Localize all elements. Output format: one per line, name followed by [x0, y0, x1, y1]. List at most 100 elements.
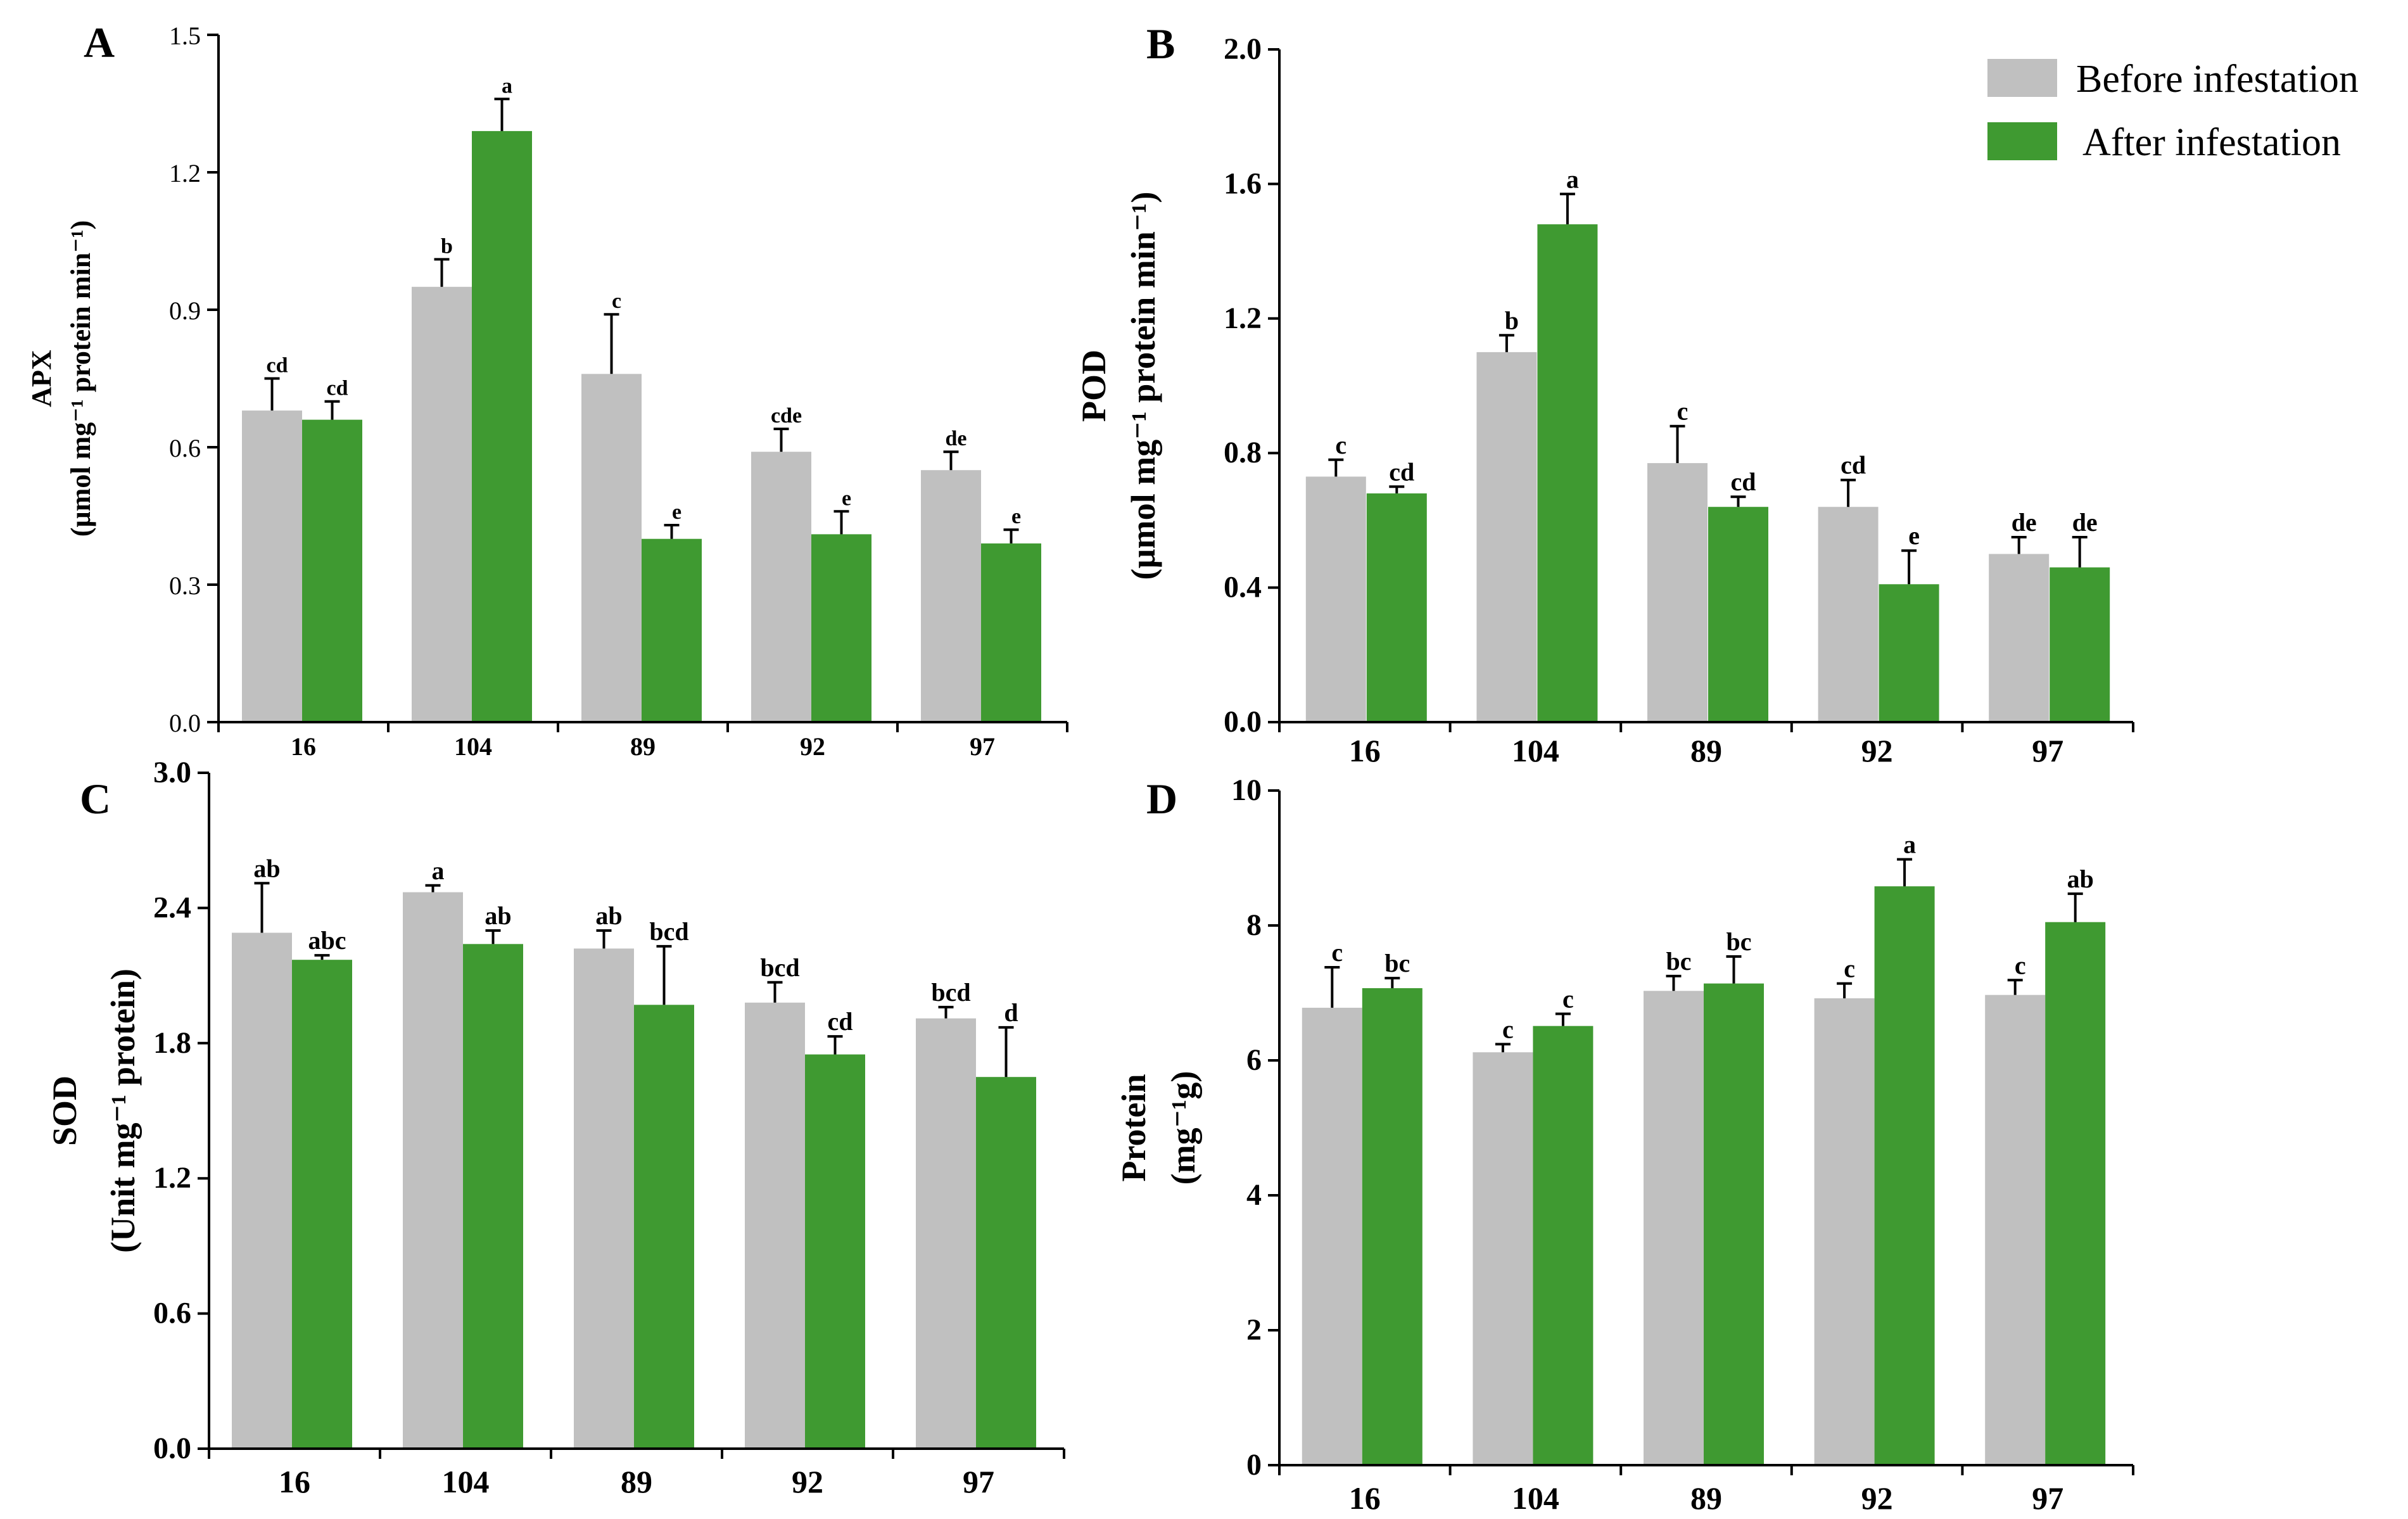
panel-a-sig-after-104: a: [502, 74, 512, 98]
panel-b-sig-before-92: cd: [1841, 451, 1866, 480]
panel-b-category-label: 89: [1690, 733, 1722, 768]
panel-b-category-label: 97: [2032, 733, 2063, 768]
panel-b-sig-after-97: de: [2072, 508, 2098, 537]
panel-a-ylabel-line-1: APX: [26, 350, 57, 407]
panel-a-bar-after-92: [811, 534, 871, 722]
panel-b-ylabel-line-1: POD: [1075, 350, 1113, 422]
panel-d-sig-after-97: ab: [2067, 865, 2094, 893]
panel-letter-a: A: [84, 18, 115, 67]
legend-label-after: After infestation: [2082, 121, 2341, 164]
panel-c-bar-before-16: [232, 932, 292, 1449]
panel-c-bar-after-16: [292, 960, 352, 1449]
panel-b-category-label: 16: [1349, 733, 1381, 768]
panel-a-category-label: 92: [800, 732, 825, 761]
panel-c-sig-after-97: d: [1004, 998, 1018, 1027]
panel-b-ytick-label: 0.4: [1224, 571, 1262, 604]
panel-letter-b: B: [1146, 20, 1175, 68]
legend: Before infestation After infestation: [1987, 58, 2359, 164]
panel-d-bar-after-104: [1533, 1026, 1594, 1465]
panel-c-sig-after-92: cd: [828, 1007, 853, 1036]
panel-c-bar-after-104: [463, 944, 523, 1449]
panel-c-ylabel: SOD (Unit mg⁻¹ protein): [46, 969, 142, 1253]
panel-a-bar-before-16: [242, 410, 302, 722]
panel-c-bar-before-92: [745, 1002, 805, 1449]
panel-d-sig-before-104: c: [1502, 1015, 1514, 1043]
panel-b-category-label: 92: [1861, 733, 1893, 768]
panel-b-ylabel-line-2: (µmol mg⁻¹ protein min⁻¹): [1124, 192, 1162, 580]
panel-c-ytick-label: 3.0: [153, 756, 191, 789]
panel-d-ytick-label: 6: [1246, 1043, 1262, 1077]
panel-c-bar-after-97: [976, 1077, 1036, 1449]
panel-a-ylabel-line-2: (µmol mg⁻¹ protein min⁻¹): [65, 220, 96, 537]
panel-b-ytick-label: 1.6: [1224, 167, 1262, 200]
panel-c-bar-before-104: [403, 892, 463, 1449]
panel-d-bar-before-16: [1302, 1007, 1362, 1465]
panel-d-sig-after-104: c: [1562, 985, 1574, 1014]
panel-d-sig-after-16: bc: [1385, 949, 1410, 977]
panel-a-category-label: 16: [291, 732, 316, 761]
panel-c-category-label: 97: [963, 1464, 994, 1499]
panel-d-bar-after-97: [2045, 922, 2106, 1465]
panel-a-ytick-label: 1.2: [169, 159, 201, 187]
panel-d-category-label: 89: [1690, 1480, 1722, 1516]
legend-swatch-before: [1987, 59, 2057, 97]
panel-b-bar-after-16: [1366, 493, 1427, 722]
panel-a-sig-after-92: e: [842, 486, 851, 510]
panel-c-sig-after-104: ab: [485, 901, 511, 930]
panel-b-bar-after-104: [1537, 224, 1598, 723]
panel-a-bar-after-97: [981, 543, 1041, 722]
panel-b-ytick-label: 2.0: [1224, 32, 1262, 66]
panel-b-sig-before-104: b: [1505, 306, 1519, 334]
panel-a-ytick-label: 0.3: [169, 571, 201, 600]
panel-a-sig-before-16: cd: [267, 354, 288, 378]
panel-c-ytick-label: 1.2: [153, 1161, 191, 1195]
panel-b-bar-after-89: [1708, 507, 1768, 722]
panel-a-bar-after-89: [642, 538, 702, 722]
panel-c-category-label: 92: [792, 1464, 823, 1499]
panel-c-bar-after-89: [634, 1005, 694, 1449]
panel-d-category-label: 92: [1861, 1480, 1893, 1516]
panel-d-bar-after-92: [1874, 886, 1935, 1465]
panel-c-ytick-label: 0.0: [153, 1432, 191, 1465]
panel-a-sig-before-104: b: [441, 234, 453, 258]
panel-c-bar-before-97: [916, 1018, 976, 1449]
panel-c-ylabel-line-1: SOD: [46, 1076, 84, 1146]
panel-d-bar-before-89: [1644, 991, 1704, 1465]
panel-c-sig-after-89: bcd: [649, 917, 688, 946]
panel-d-ylabel-line-1: Protein: [1115, 1074, 1153, 1182]
panel-c-ytick-label: 0.6: [153, 1297, 191, 1330]
panel-b-ytick-label: 1.2: [1224, 302, 1262, 335]
panel-d-ytick-label: 0: [1246, 1448, 1262, 1482]
panel-a-bar-before-104: [412, 286, 472, 722]
legend-swatch-after: [1987, 122, 2057, 160]
panel-d-ylabel-line-2: (mg⁻¹g): [1164, 1071, 1202, 1185]
panel-c-bar-after-92: [805, 1054, 865, 1449]
panel-a-sig-before-92: cde: [771, 404, 802, 428]
panel-d-sig-before-92: c: [1844, 955, 1855, 983]
panel-d: c c bc c c bc c bc a ab 0 2 4 6 8 10 16 104 89 92 97 Protein (…: [1115, 773, 2134, 1516]
panel-a-bar-after-16: [302, 419, 362, 722]
panel-a-ytick-label: 1.5: [169, 22, 201, 50]
panel-a-sig-after-89: e: [672, 500, 681, 524]
panel-d-sig-before-16: c: [1331, 938, 1343, 967]
panel-a-bar-before-97: [921, 470, 981, 722]
panel-d-sig-before-97: c: [2015, 951, 2026, 979]
panel-c-sig-before-92: bcd: [760, 953, 799, 982]
panel-b-sig-after-92: e: [1908, 521, 1920, 550]
panel-c-category-label: 16: [279, 1464, 310, 1499]
panel-b: c b c cd de cd a cd e de 0.0 0.4 0.8 1.2 1.6 2.0 16 104 89…: [1075, 32, 2134, 768]
panel-b-sig-after-104: a: [1566, 165, 1579, 193]
panel-c-ylabel-line-2: (Unit mg⁻¹ protein): [104, 969, 142, 1253]
panel-letter-c: C: [80, 775, 111, 823]
panel-b-bar-after-97: [2050, 567, 2110, 722]
panel-a-category-label: 97: [970, 732, 995, 761]
panel-b-ylabel: POD (µmol mg⁻¹ protein min⁻¹): [1075, 192, 1162, 580]
panel-c-category-label: 104: [442, 1464, 490, 1499]
panel-b-sig-before-97: de: [2012, 508, 2037, 537]
panel-a-category-label: 89: [630, 732, 656, 761]
panel-c-sig-before-104: a: [432, 856, 445, 885]
panel-d-sig-after-89: bc: [1727, 927, 1752, 956]
panel-letter-d: D: [1146, 775, 1177, 823]
panel-b-bar-after-92: [1879, 584, 1939, 722]
